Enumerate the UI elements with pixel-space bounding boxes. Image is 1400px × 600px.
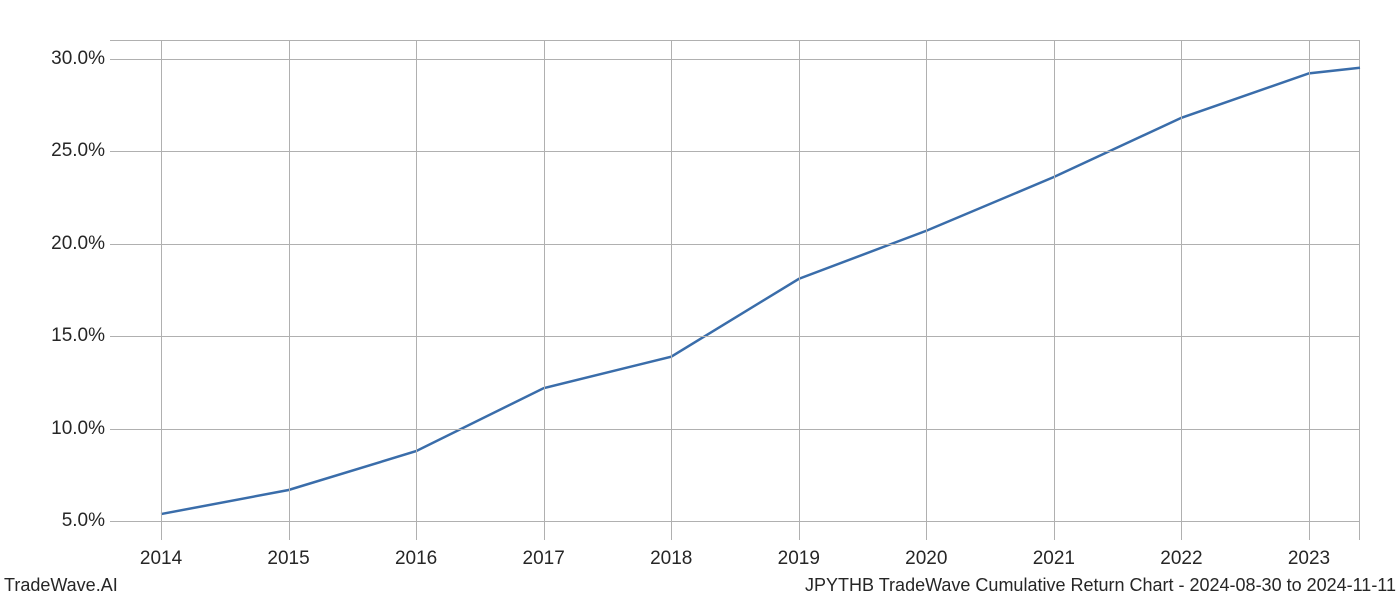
grid-line-horizontal <box>110 429 1360 430</box>
y-tick-label: 25.0% <box>51 140 105 162</box>
x-tick-label: 2023 <box>1288 548 1330 570</box>
x-tick-label: 2018 <box>650 548 692 570</box>
x-tick-label: 2016 <box>395 548 437 570</box>
grid-line-horizontal <box>110 244 1360 245</box>
grid-line-vertical <box>544 40 545 540</box>
y-tick-label: 30.0% <box>51 48 105 70</box>
x-tick-label: 2021 <box>1033 548 1075 570</box>
line-series <box>110 40 1360 540</box>
grid-line-vertical <box>1309 40 1310 540</box>
grid-line-vertical <box>799 40 800 540</box>
grid-line-horizontal <box>110 521 1360 522</box>
grid-line-horizontal <box>110 59 1360 60</box>
grid-line-vertical <box>161 40 162 540</box>
y-tick-label: 5.0% <box>62 510 105 532</box>
x-tick-label: 2017 <box>523 548 565 570</box>
footer-right-text: JPYTHB TradeWave Cumulative Return Chart… <box>805 575 1396 596</box>
grid-line-horizontal <box>110 336 1360 337</box>
grid-line-vertical <box>1181 40 1182 540</box>
chart-plot-area <box>110 40 1360 540</box>
x-tick-label: 2019 <box>778 548 820 570</box>
y-tick-label: 15.0% <box>51 325 105 347</box>
x-tick-label: 2014 <box>140 548 182 570</box>
grid-line-vertical <box>416 40 417 540</box>
x-tick-label: 2015 <box>267 548 309 570</box>
grid-line-vertical <box>671 40 672 540</box>
grid-line-vertical <box>926 40 927 540</box>
x-tick-label: 2020 <box>905 548 947 570</box>
grid-line-vertical <box>289 40 290 540</box>
y-tick-label: 10.0% <box>51 418 105 440</box>
y-tick-label: 20.0% <box>51 233 105 255</box>
grid-line-vertical <box>1054 40 1055 540</box>
x-tick-label: 2022 <box>1160 548 1202 570</box>
grid-line-horizontal <box>110 151 1360 152</box>
footer-left-text: TradeWave.AI <box>4 575 118 596</box>
